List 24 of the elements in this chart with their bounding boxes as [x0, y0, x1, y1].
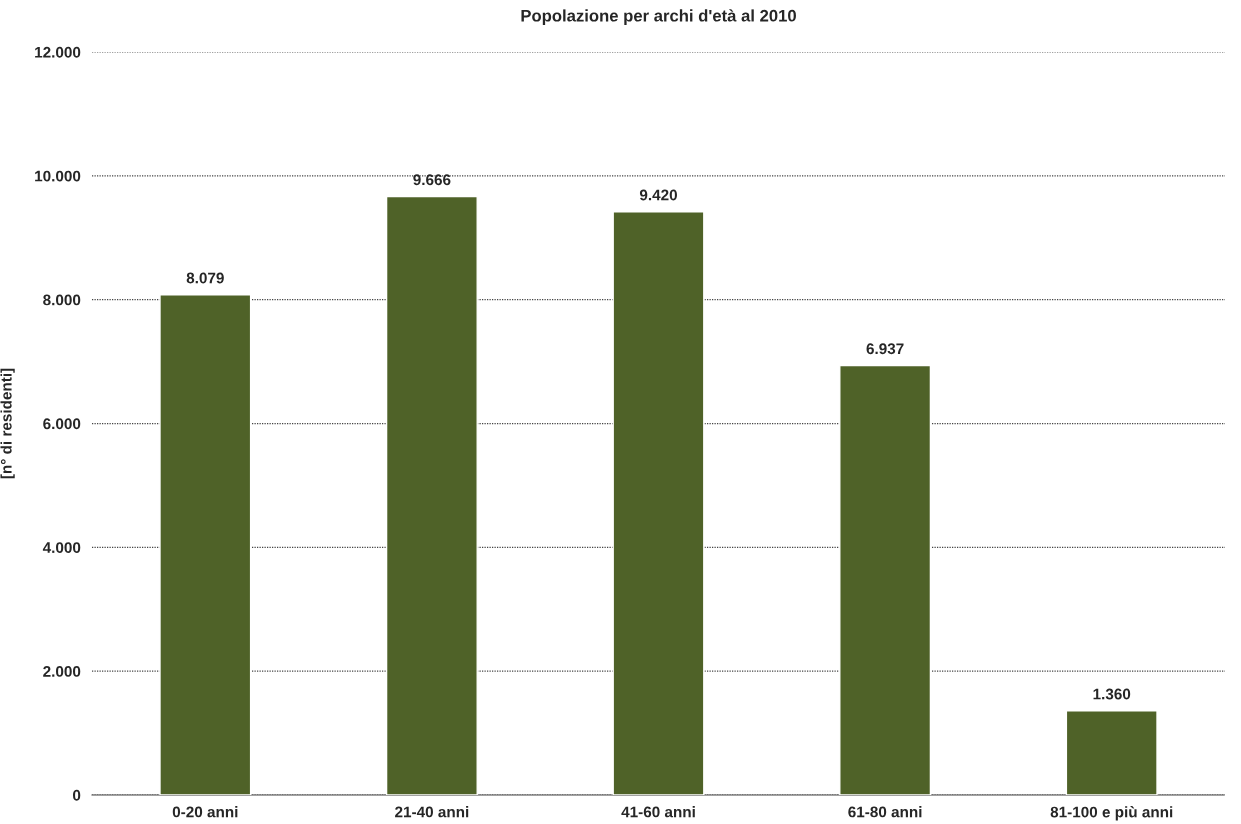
- y-tick-label: 2.000: [43, 666, 81, 677]
- data-label: 9.420: [639, 189, 677, 201]
- x-tick-label: 0-20 anni: [172, 806, 238, 818]
- y-tick-label: 12.000: [35, 46, 81, 58]
- x-tick-label: 41-60 anni: [621, 806, 695, 818]
- chart-title: Popolazione per archi d'età al 2010: [521, 9, 796, 25]
- data-label: 1.360: [1093, 688, 1131, 700]
- y-tick-label: 10.000: [35, 170, 81, 182]
- x-tick-label: 81-100 e più anni: [1050, 806, 1173, 821]
- y-tick-label: 0: [73, 789, 81, 801]
- x-tick-label: 61-80 anni: [848, 806, 922, 818]
- bar: [385, 195, 478, 795]
- bar: [1065, 710, 1158, 795]
- y-tick-label: 4.000: [42, 542, 81, 554]
- data-label: 8.079: [186, 272, 224, 284]
- y-tick-label: 8.000: [43, 294, 81, 306]
- bar: [159, 294, 252, 795]
- y-tick-label: 6.000: [43, 418, 81, 430]
- data-label: 6.937: [866, 343, 904, 355]
- x-tick-label: 21-40 anni: [395, 806, 469, 818]
- bar: [612, 211, 705, 795]
- bar: [839, 364, 932, 795]
- data-label: 9.666: [413, 174, 451, 186]
- y-axis-title: [n° di residenti]: [0, 368, 15, 479]
